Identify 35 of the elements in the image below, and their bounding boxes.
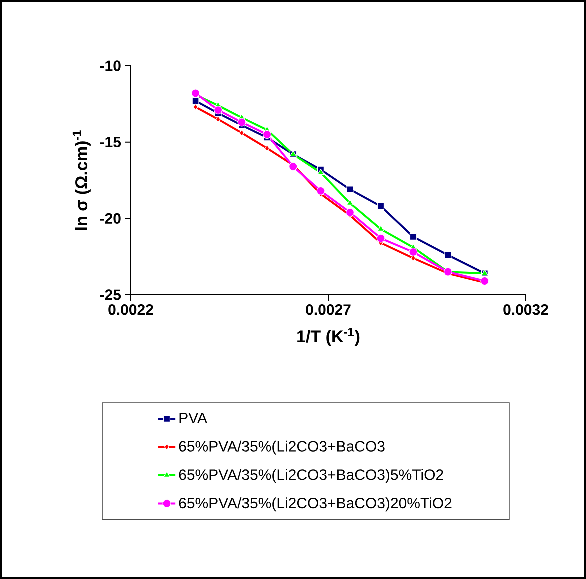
point: [444, 252, 452, 259]
point: [346, 186, 354, 194]
point: [192, 98, 200, 105]
point: [193, 104, 198, 111]
point: [239, 130, 245, 136]
point: [378, 225, 384, 232]
point: [346, 208, 355, 217]
y-tick-label: -15: [100, 137, 122, 148]
x-tick-label: 0.0022: [108, 304, 154, 316]
point: [216, 116, 221, 123]
legend-label: 65%PVA/35%(Li2CO3+BaCO3)5%TiO2: [179, 469, 444, 484]
point: [346, 200, 354, 206]
point: [376, 234, 386, 243]
point: [409, 248, 418, 257]
y-axis-title: ln σ (Ω.cm)$^{-1}$: [72, 130, 91, 230]
point: [214, 106, 223, 115]
x-tick-label: 0.0032: [504, 304, 548, 316]
legend-label: 65%PVA/35%(Li2CO3+BaCO3)20%TiO2: [179, 498, 452, 512]
point: [410, 233, 417, 240]
x-tick-label: 0.0027: [306, 304, 351, 316]
point: [316, 186, 326, 196]
point: [238, 118, 246, 127]
point: [318, 168, 324, 175]
point: [262, 130, 272, 139]
y-tick-label: -10: [100, 60, 121, 72]
point: [289, 162, 298, 172]
point: [378, 202, 385, 210]
point: [480, 276, 490, 286]
y-tick-label: -20: [100, 213, 121, 224]
point: [264, 145, 270, 152]
y-tick-label: -25: [100, 290, 122, 300]
x-axis-title: 1/T (K$^{-1}$): [298, 328, 360, 346]
point: [410, 255, 416, 262]
legend-label: PVA: [180, 413, 208, 424]
legend-label: 65%PVA/35%(Li2CO3+BaCO3: [179, 440, 385, 455]
